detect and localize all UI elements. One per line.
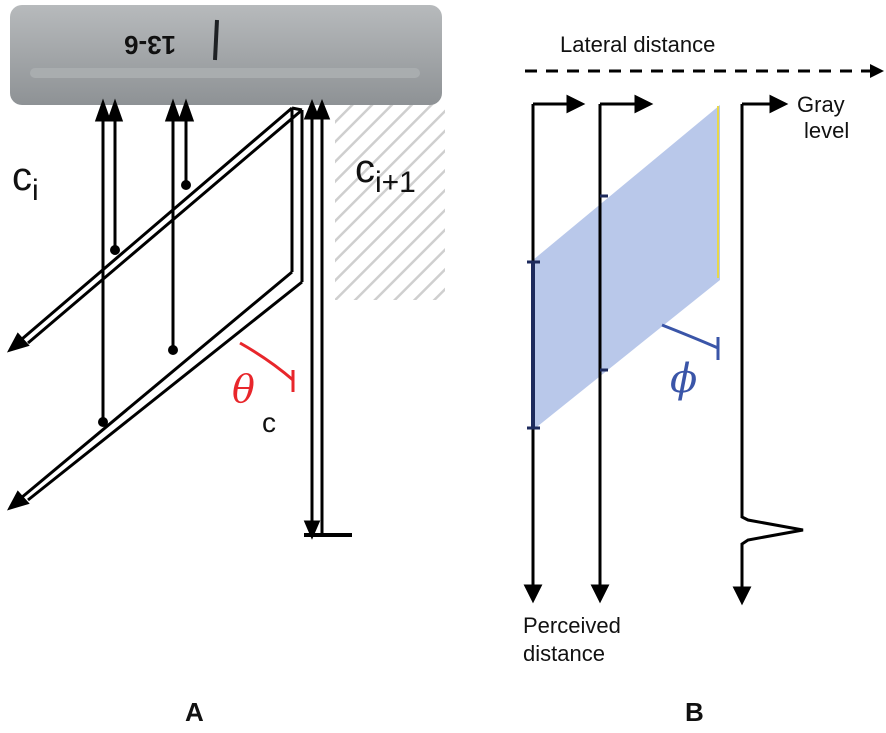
panel-a-label: A — [185, 697, 204, 727]
scatter-point — [181, 180, 191, 190]
gray-level-label-2: level — [804, 118, 849, 143]
angle-theta-subscript: c — [262, 407, 276, 438]
channel-left-label: ci — [12, 155, 39, 207]
gray-level-label-1: Gray — [797, 92, 845, 117]
echo-band — [533, 105, 720, 430]
perceived-distance-label-2: distance — [523, 641, 605, 666]
angle-phi-mark — [661, 323, 720, 360]
beam-paths — [6, 98, 352, 540]
angle-theta-symbol: θ — [232, 367, 255, 411]
scatter-point — [168, 345, 178, 355]
scan-line-1 — [523, 94, 586, 604]
angle-theta-mark — [239, 341, 295, 392]
perceived-distance-label-1: Perceived — [523, 613, 621, 638]
adjacent-channel-hatch — [335, 100, 445, 300]
panel-b-label: B — [685, 697, 704, 727]
channel-right-label: ci+1 — [355, 147, 416, 199]
panel-b: Lateral distance — [523, 32, 884, 727]
scan-line-3-gray-level — [732, 94, 804, 606]
lateral-distance-label: Lateral distance — [560, 32, 715, 57]
probe-transducer: 13-6 — [10, 5, 442, 105]
angle-phi-symbol: ϕ — [670, 356, 697, 402]
panel-a: 13-6 — [6, 5, 445, 727]
scatter-point — [110, 245, 120, 255]
probe-text: 13-6 — [124, 30, 176, 60]
scatter-point — [98, 417, 108, 427]
scan-line-2 — [590, 94, 654, 604]
